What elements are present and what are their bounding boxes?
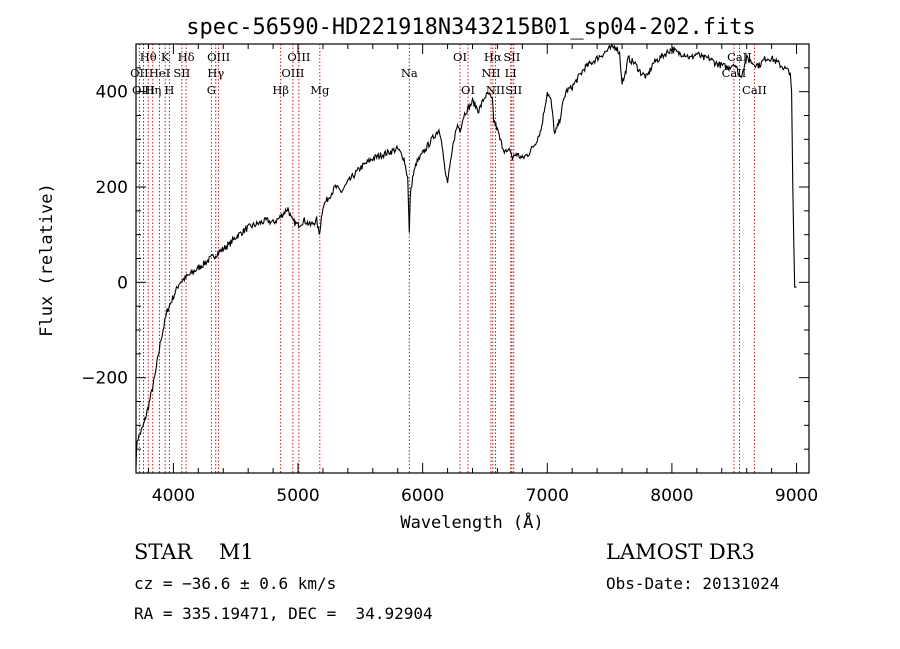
line-label-11: G [207, 83, 216, 97]
redshift-cz: cz = −36.6 ± 0.6 km/s [134, 574, 337, 593]
line-label-0: Hθ [140, 50, 157, 64]
line-label-9: OIII [207, 50, 230, 64]
y-tick-label--200: −200 [81, 369, 128, 389]
line-label-18: OI [461, 83, 475, 97]
y-tick-label-400: 400 [96, 83, 128, 103]
object-type: STAR M1 [134, 540, 254, 564]
plot-frame [135, 43, 810, 474]
line-label-2: OIII [132, 83, 155, 97]
observation-date: Obs-Date: 20131024 [606, 574, 780, 593]
line-label-17: OI [453, 50, 467, 64]
x-tick-label-9000: 9000 [775, 486, 818, 506]
chart-title: spec-56590-HD221918N343215B01_sp04-202.f… [186, 15, 756, 40]
x-axis-label: Wavelength (Å) [400, 511, 543, 533]
line-label-5: Hη [144, 83, 161, 97]
x-tick-label-8000: 8000 [650, 486, 693, 506]
line-label-19: Hα [484, 50, 502, 64]
line-label-15: Mg [310, 83, 330, 97]
line-label-3: K [161, 50, 170, 64]
line-label-13: OIII [281, 66, 304, 80]
line-label-4: HeI [149, 66, 170, 80]
line-label-22: LI [505, 66, 517, 80]
line-label-27: CaII [742, 83, 767, 97]
line-label-23: NII [486, 83, 505, 97]
line-label-8: H [164, 83, 174, 97]
x-tick-label-6000: 6000 [401, 486, 444, 506]
line-label-24: SII [505, 83, 522, 97]
line-label-10: Hγ [207, 66, 224, 80]
line-label-7: SII [173, 66, 190, 80]
line-label-20: SII [503, 50, 520, 64]
line-label-14: Hβ [272, 83, 289, 97]
line-label-1: OII [130, 66, 149, 80]
spectral-line-labels: Hθ OII OIII K HeI Hη Hδ SII H OIII Hγ G OIII OIII Hβ Mg… [130, 50, 767, 97]
x-tick-label-5000: 5000 [276, 486, 319, 506]
spectrum-line [135, 43, 797, 467]
coordinates: RA = 335.19471, DEC = 34.92904 [134, 604, 433, 623]
line-label-16: Na [401, 66, 418, 80]
y-tick-label-0: 0 [117, 273, 128, 293]
line-label-6: Hδ [178, 50, 195, 64]
y-axis-label: Flux (relative) [37, 183, 57, 337]
survey-name: LAMOST DR3 [606, 540, 755, 564]
line-label-12: OIII [287, 50, 310, 64]
axis-ticks: 4000 5000 6000 7000 8000 9000 −200 0 200 400 [81, 43, 818, 506]
line-label-21: NII [481, 66, 500, 80]
x-tick-label-4000: 4000 [152, 486, 195, 506]
x-tick-label-7000: 7000 [526, 486, 569, 506]
y-tick-label-200: 200 [96, 178, 128, 198]
spectral-line-markers [138, 44, 755, 473]
